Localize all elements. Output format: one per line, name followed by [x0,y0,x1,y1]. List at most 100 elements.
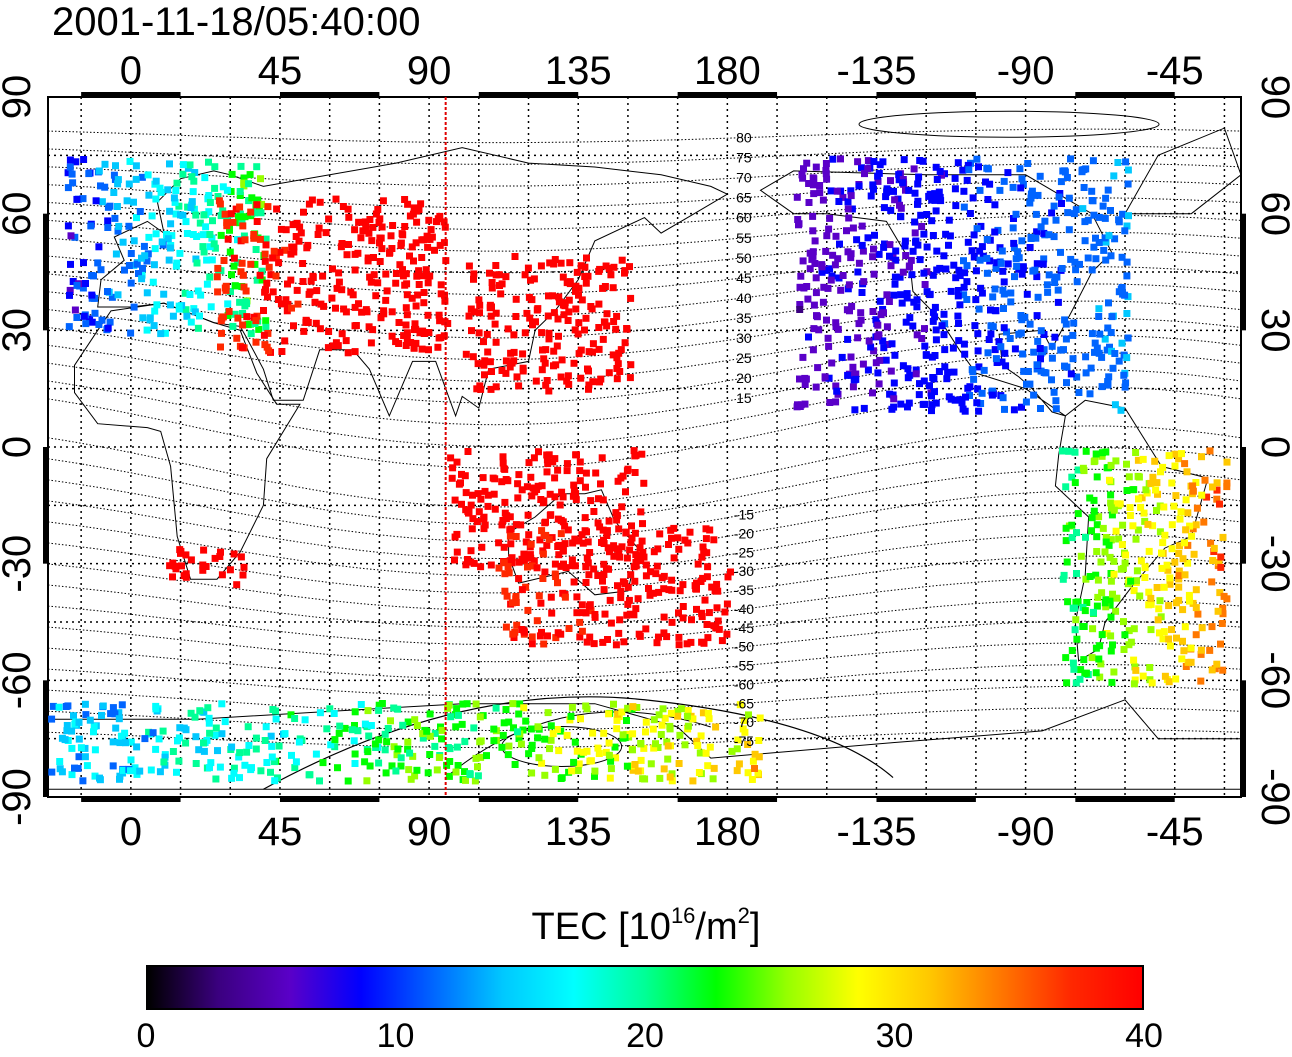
tec-point [1151,457,1159,465]
tec-point [1067,255,1075,263]
tec-point [627,571,635,579]
tec-point [126,157,134,165]
tec-point [869,308,877,315]
tec-point [440,218,448,226]
tec-point [1168,479,1176,487]
tec-point [847,254,855,262]
tec-point [540,640,548,648]
tec-point [236,749,244,757]
tec-point [267,732,275,740]
tec-point [656,774,664,782]
tec-point [629,746,636,754]
tec-point [721,608,729,616]
tec-point [919,157,927,165]
tec-point [618,256,626,264]
tec-point [1124,166,1132,174]
tec-point [242,287,250,295]
tec-point [599,577,606,585]
tec-point [1096,330,1104,338]
tec-point [75,735,83,743]
tec-point [278,348,286,355]
tec-point [214,747,221,755]
tec-point [71,306,79,314]
tec-point [357,701,365,708]
tec-point [1098,383,1106,391]
tec-point [825,342,833,350]
tec-point [369,326,377,334]
tec-point [169,312,177,320]
tec-point [875,250,883,258]
tec-point [1051,333,1059,341]
tec-point [589,729,597,737]
tec-point [153,301,161,309]
tec-point [933,176,941,183]
tec-point [535,448,542,456]
tec-point [802,375,810,383]
tec-point [1068,647,1076,654]
tec-point [1080,656,1088,664]
top-lon-label: -90 [997,49,1055,93]
tec-point [1104,324,1112,332]
tec-point [604,636,611,643]
tec-point [622,529,630,537]
tec-point [588,305,596,313]
tec-point [936,168,944,175]
tec-point [631,577,639,585]
left-lat-label: -60 [0,651,39,709]
tec-point [1172,492,1180,500]
tec-point [161,329,169,337]
tec-point [217,231,225,239]
tec-point [272,254,280,262]
tec-point [498,478,506,486]
tec-point [55,703,63,711]
tec-point [1207,539,1215,547]
tec-point [1040,255,1048,263]
tec-point [1068,534,1076,542]
tec-point [961,269,969,277]
tec-point [426,732,434,740]
tec-point [629,730,637,738]
tec-point [453,548,461,556]
tec-point [559,547,567,555]
tec-point [1213,495,1221,503]
tec-point [999,286,1007,294]
tec-point [642,561,650,569]
tec-point [175,202,183,210]
tec-point [376,258,384,265]
tec-point [378,245,386,253]
tec-point [1037,327,1045,335]
tec-point [1064,598,1072,606]
contour-label: -15 [734,507,754,523]
tec-point [929,317,937,325]
tec-point [603,322,611,330]
colorbar-label-sup1: 16 [670,903,696,928]
tec-point [212,724,220,732]
tec-point [202,223,210,231]
tec-point [637,740,645,748]
colorbar-tick-label: 30 [875,1017,914,1055]
tec-point [911,218,919,226]
tec-point [1177,508,1185,516]
tec-point [1115,218,1123,226]
tec-point [313,287,321,295]
tec-point [922,351,930,359]
tec-point [1061,168,1069,176]
tec-point [114,227,122,235]
tec-point [302,318,310,326]
tec-point [1160,583,1168,591]
tec-point [262,723,270,731]
tec-point [445,772,453,780]
tec-point [1000,324,1008,332]
tec-point [1093,602,1101,610]
tec-point [803,159,811,167]
tec-point [325,328,333,335]
tec-point [1186,522,1194,530]
tec-point [1007,298,1015,306]
tec-point [568,703,576,711]
tec-point [896,273,904,281]
tec-point [1142,486,1150,494]
tec-point [1101,335,1109,343]
tec-point [610,263,618,271]
tec-point [557,259,565,267]
tec-point [1072,206,1080,214]
